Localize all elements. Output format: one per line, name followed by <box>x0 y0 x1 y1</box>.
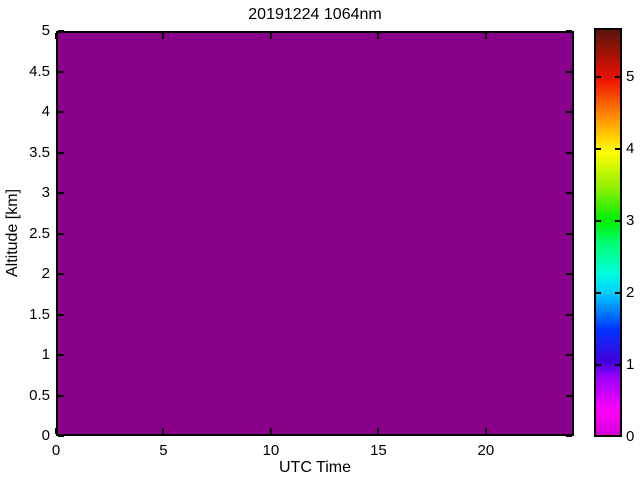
y-tick-mark-right <box>566 151 572 154</box>
x-tick-mark <box>162 428 165 434</box>
x-tick-mark-top <box>377 33 380 39</box>
x-tick-label: 5 <box>159 442 168 459</box>
y-tick-mark-right <box>566 30 572 32</box>
colorbar-tick-label: 1 <box>626 355 635 373</box>
colorbar-tick-label: 0 <box>626 428 635 445</box>
y-tick-mark <box>58 111 64 113</box>
y-tick-mark <box>58 151 64 154</box>
y-tick-label: 1.5 <box>29 305 50 323</box>
y-tick-mark-right <box>566 273 572 275</box>
y-tick-mark <box>58 192 64 194</box>
colorbar-tick-label: 3 <box>626 211 635 229</box>
colorbar-tick-mark-right <box>615 363 620 366</box>
x-tick-mark-top <box>162 33 165 39</box>
y-tick-label: 3.5 <box>29 143 50 161</box>
colorbar-tick-mark <box>596 291 601 294</box>
colorbar-tick-mark <box>596 75 601 78</box>
y-tick-mark-right <box>566 394 572 397</box>
y-tick-mark <box>58 394 64 397</box>
y-tick-label: 3 <box>41 184 50 201</box>
y-tick-label: 4 <box>41 103 50 120</box>
y-tick-mark <box>58 70 64 73</box>
y-tick-label: 0.5 <box>29 386 50 404</box>
colorbar-tick-mark-right <box>615 147 620 150</box>
x-tick-label: 15 <box>370 442 387 459</box>
y-tick-label: 1 <box>41 346 50 363</box>
y-tick-mark <box>58 273 64 275</box>
y-tick-mark-right <box>566 313 572 316</box>
y-tick-mark-right <box>566 192 572 194</box>
colorbar-tick-mark <box>596 363 601 366</box>
x-tick-mark <box>484 428 487 434</box>
x-axis-label: UTC Time <box>279 459 351 476</box>
colorbar-tick-mark-right <box>615 219 620 222</box>
x-tick-mark <box>55 428 57 434</box>
y-tick-mark <box>58 435 64 437</box>
colorbar-tick-mark <box>596 147 601 150</box>
colorbar-tick-label: 5 <box>626 67 635 85</box>
y-tick-mark <box>58 354 64 356</box>
colorbar-tick-mark-right <box>615 291 620 294</box>
y-tick-label: 0 <box>41 427 50 444</box>
chart-title: 20191224 1064nm <box>248 6 382 23</box>
x-tick-mark <box>269 428 272 434</box>
y-tick-mark-right <box>566 70 572 73</box>
colorbar-tick-label: 2 <box>626 283 635 301</box>
y-tick-label: 4.5 <box>29 62 50 80</box>
y-tick-mark-right <box>566 111 572 113</box>
y-tick-label: 5 <box>41 22 50 39</box>
x-tick-label: 0 <box>51 442 61 459</box>
x-tick-mark-top <box>269 33 272 39</box>
y-tick-label: 2.5 <box>29 224 50 242</box>
colorbar <box>594 28 622 437</box>
y-tick-mark-right <box>566 354 572 356</box>
colorbar-tick-label: 4 <box>626 139 635 157</box>
y-tick-mark <box>58 30 64 32</box>
y-tick-mark-right <box>566 435 572 437</box>
y-tick-mark <box>58 232 64 235</box>
x-tick-label: 20 <box>477 442 495 459</box>
colorbar-tick-mark <box>596 219 601 222</box>
x-tick-mark <box>377 428 380 434</box>
y-tick-mark-right <box>566 232 572 235</box>
x-tick-mark-top <box>484 33 487 39</box>
x-tick-mark-top <box>55 33 57 39</box>
plot-area <box>56 31 574 436</box>
colorbar-tick-mark-right <box>615 75 620 78</box>
x-tick-label: 10 <box>262 442 280 459</box>
y-tick-label: 2 <box>41 265 50 282</box>
y-tick-mark <box>58 313 64 316</box>
